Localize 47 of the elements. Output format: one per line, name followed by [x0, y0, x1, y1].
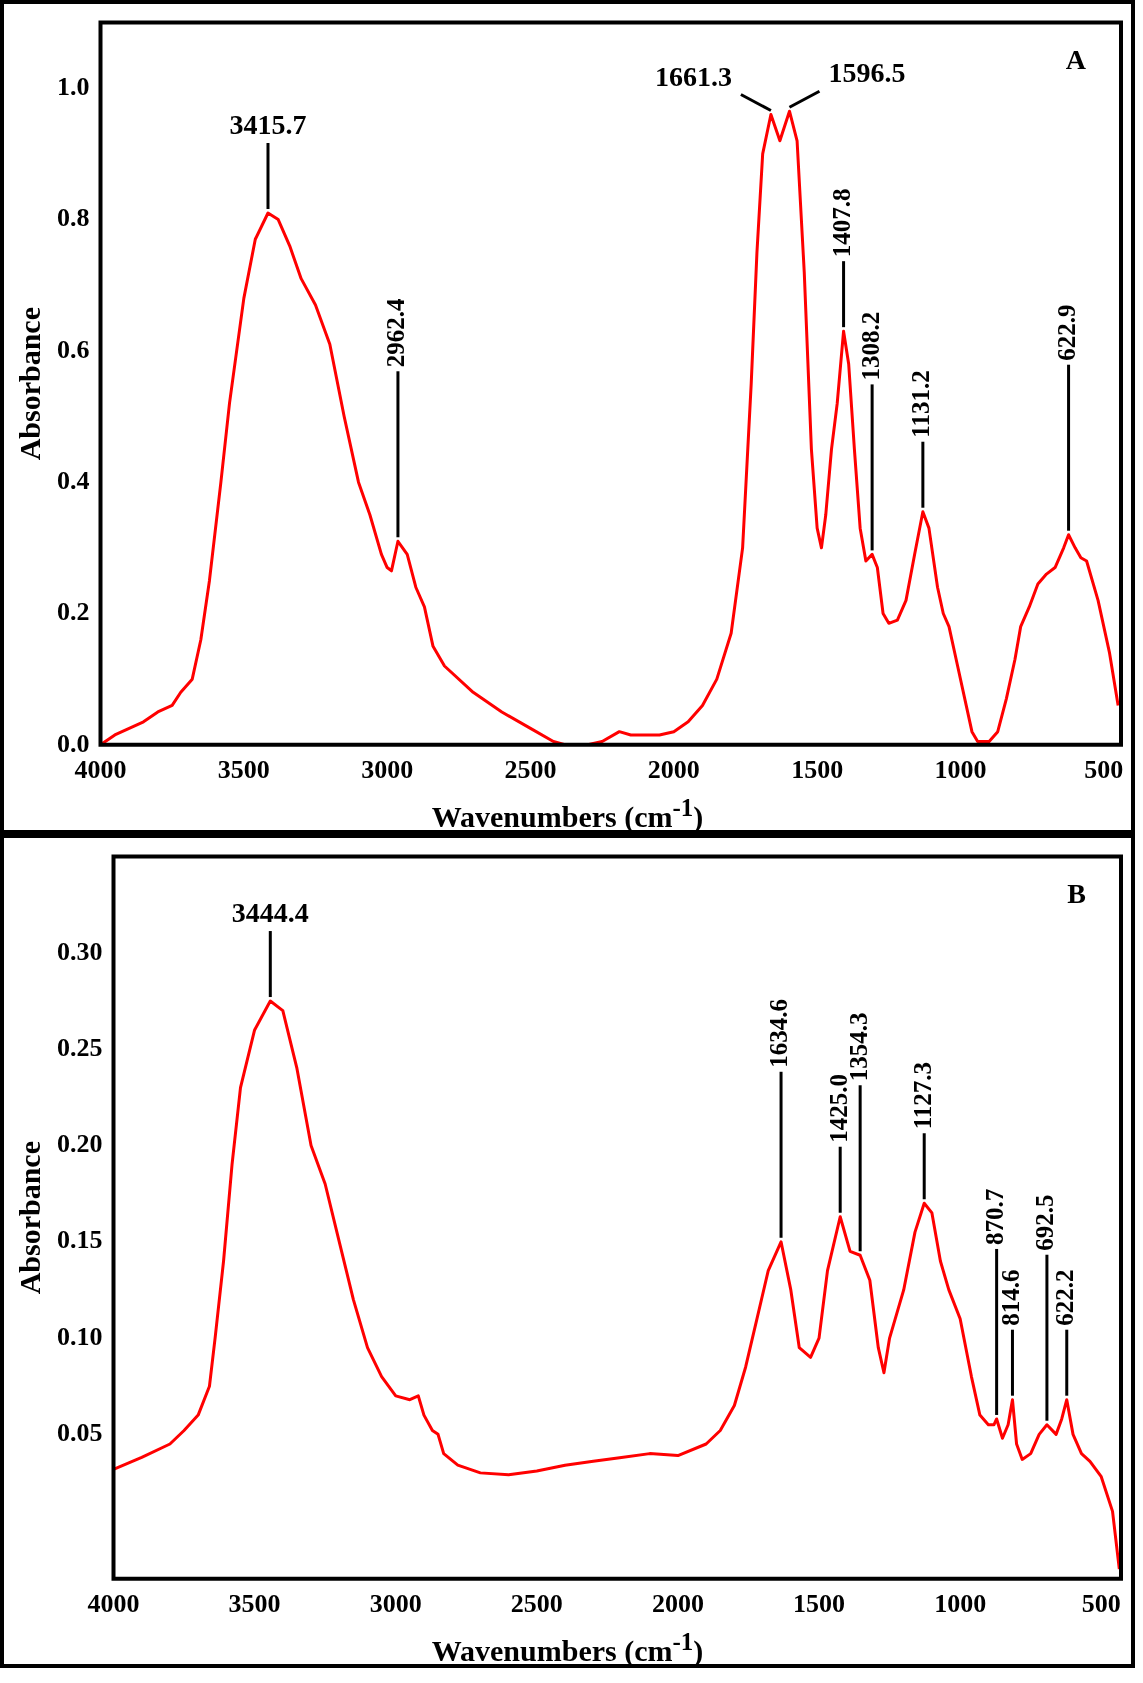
- y-tick-label: 0.4: [57, 465, 90, 495]
- annotation: 692.5: [1031, 1194, 1059, 1251]
- annotation: 814.6: [996, 1269, 1024, 1326]
- y-tick-label: 0.25: [57, 1032, 103, 1062]
- y-tick-label: 0.8: [57, 203, 90, 233]
- annotation: 1407.8: [828, 188, 856, 258]
- y-tick-label: 0.20: [57, 1129, 103, 1159]
- x-tick-label: 1000: [934, 755, 987, 785]
- x-tick-label: 3500: [228, 1589, 281, 1619]
- annotation: 1661.3: [654, 60, 732, 92]
- annotation: 2962.4: [382, 298, 410, 368]
- x-tick-label: 2500: [510, 1589, 563, 1619]
- x-tick-label: 1500: [791, 755, 844, 785]
- x-tick-label: 500: [1084, 755, 1124, 785]
- y-tick-label: 0.05: [57, 1418, 103, 1448]
- annotation: 1596.5: [828, 57, 906, 89]
- x-tick-label: 3000: [369, 1589, 422, 1619]
- x-tick-label: 1500: [793, 1589, 846, 1619]
- x-tick-label: 3500: [217, 755, 270, 785]
- annotation: A: [1065, 43, 1087, 75]
- y-tick-label: 0.15: [57, 1225, 103, 1255]
- annotation: 622.2: [1051, 1269, 1079, 1326]
- annotation: 622.9: [1053, 304, 1081, 361]
- annotation: 3444.4: [231, 897, 309, 929]
- y-tick-label: 0.30: [57, 936, 103, 966]
- annotation: 870.7: [981, 1188, 1009, 1245]
- y-tick-label: 1.0: [57, 71, 90, 101]
- x-tick-label: 4000: [74, 755, 127, 785]
- y-tick-label: 0.2: [57, 597, 90, 627]
- x-tick-label: 1000: [934, 1589, 987, 1619]
- annotation: 1634.6: [765, 999, 793, 1068]
- y-axis-title: Absorbance: [12, 307, 46, 461]
- y-tick-label: 0.0: [57, 728, 90, 758]
- annotation: B: [1067, 877, 1086, 909]
- annotation: 1131.2: [907, 370, 935, 438]
- annotation: 3415.7: [229, 109, 307, 141]
- x-tick-label: 500: [1081, 1589, 1121, 1619]
- x-tick-label: 2000: [647, 755, 700, 785]
- x-tick-label: 4000: [87, 1589, 140, 1619]
- x-tick-label: 2000: [651, 1589, 704, 1619]
- annotation: 1127.3: [908, 1061, 936, 1130]
- annotation: 1308.2: [856, 311, 884, 381]
- x-tick-label: 3000: [361, 755, 414, 785]
- y-tick-label: 0.6: [57, 334, 90, 364]
- y-tick-label: 0.10: [57, 1321, 103, 1351]
- x-tick-label: 2500: [504, 755, 557, 785]
- y-axis-title: Absorbance: [12, 1141, 46, 1295]
